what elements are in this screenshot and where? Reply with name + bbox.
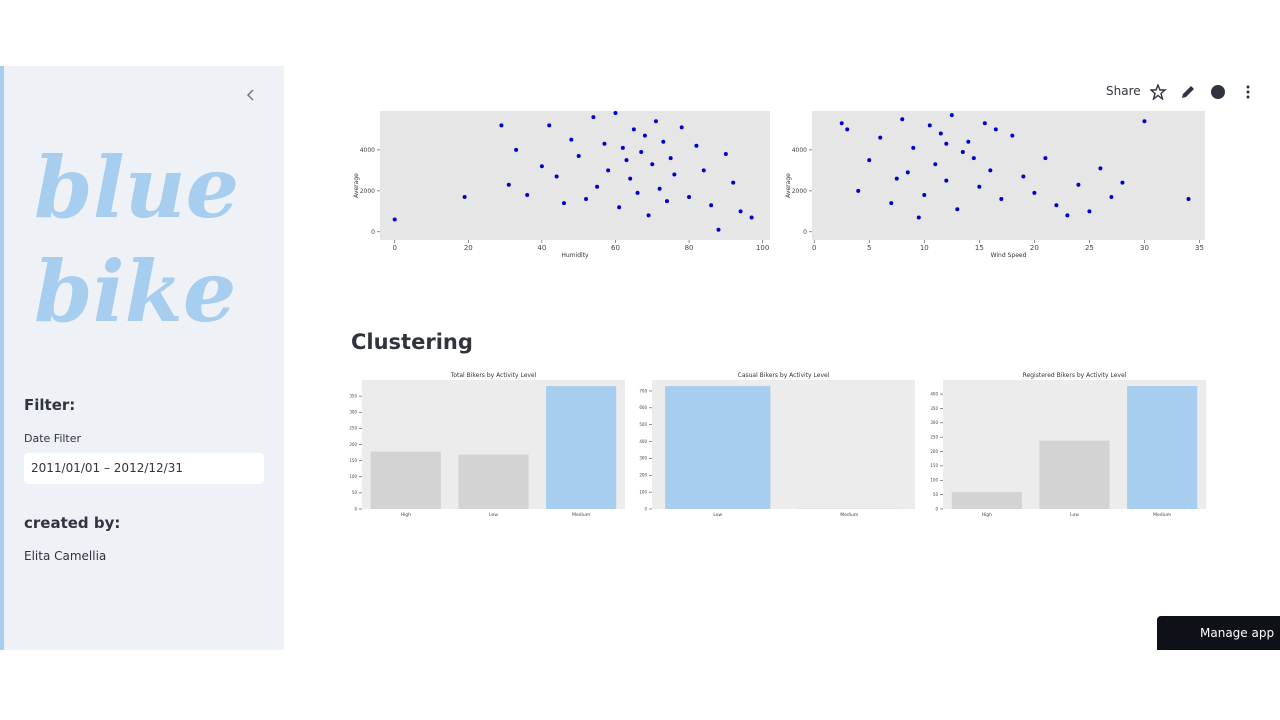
app: blue bike Filter: Date Filter 2011/01/01… bbox=[0, 66, 1280, 650]
menu-icon[interactable] bbox=[1246, 85, 1250, 89]
share-button[interactable]: Share bbox=[1106, 84, 1141, 98]
edit-icon[interactable] bbox=[1182, 86, 1194, 98]
section-heading: Clustering bbox=[351, 330, 473, 354]
logo: blue bike bbox=[34, 138, 240, 341]
github-icon[interactable] bbox=[1211, 85, 1225, 99]
sidebar: blue bike Filter: Date Filter 2011/01/01… bbox=[0, 66, 284, 650]
author: Elita Camellia bbox=[24, 549, 107, 563]
star-icon[interactable] bbox=[1150, 84, 1167, 100]
toolbar-icons bbox=[1150, 84, 1250, 100]
created-heading: created by: bbox=[24, 514, 121, 532]
collapse-sidebar[interactable] bbox=[244, 88, 258, 102]
date-label: Date Filter bbox=[24, 432, 82, 445]
filter-heading: Filter: bbox=[24, 396, 76, 414]
date-input[interactable]: 2011/01/01 – 2012/12/31 bbox=[24, 453, 264, 484]
manage-app-button[interactable]: Manage app bbox=[1157, 616, 1280, 650]
